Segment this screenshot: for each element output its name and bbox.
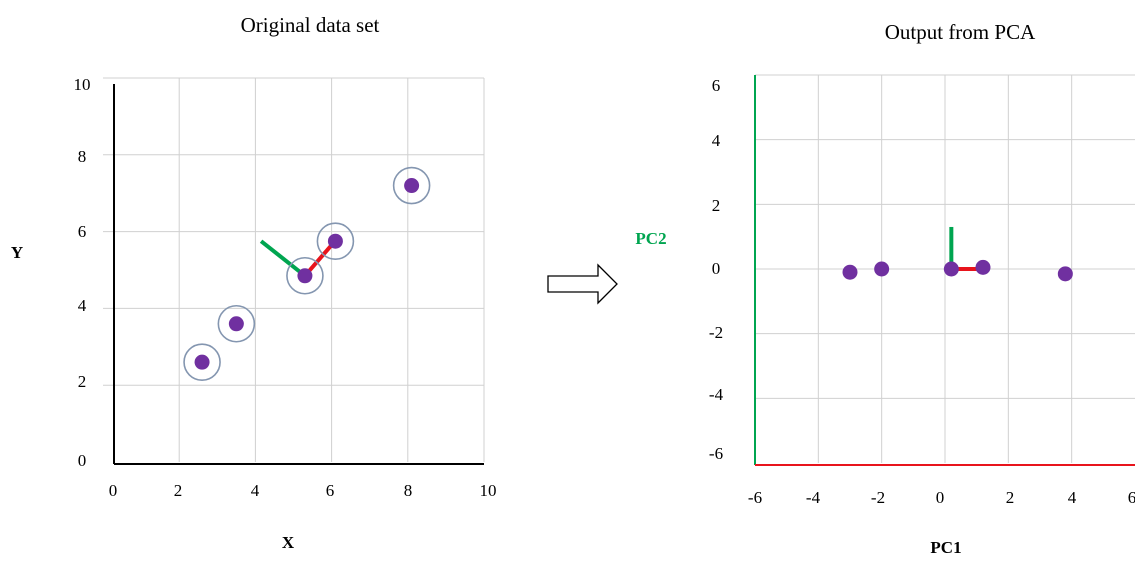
- right-y-tick-label: -4: [709, 385, 724, 404]
- left-x-tick-label: 6: [326, 481, 335, 500]
- left-x-tick-label: 2: [174, 481, 183, 500]
- left-grid: [103, 77, 485, 465]
- right-x-tick-label: 4: [1068, 488, 1077, 507]
- right-data-point: [874, 261, 890, 277]
- left-chart: Original data set 0 2 4 6 8 10 0 2 4 6 8 10 X Y: [11, 13, 497, 552]
- right-y-tick-label: 6: [712, 76, 721, 95]
- left-x-tick-label: 8: [404, 481, 413, 500]
- left-x-tick-label: 4: [251, 481, 260, 500]
- left-y-tick-label: 8: [78, 147, 87, 166]
- left-y-tick-label: 0: [78, 451, 87, 470]
- right-data-point: [842, 264, 858, 280]
- left-y-tick-label: 10: [74, 75, 91, 94]
- left-data-point: [194, 354, 210, 370]
- right-ticks: -6 -4 -2 0 2 4 6 -6 -4 -2 0 2 4 6: [709, 76, 1135, 507]
- right-x-tick-label: -4: [806, 488, 821, 507]
- right-y-tick-label: -6: [709, 444, 723, 463]
- left-data-point: [228, 316, 244, 332]
- right-chart-title: Output from PCA: [885, 20, 1036, 44]
- right-chart: Output from PCA -6 -4 -2 0 2 4 6 -6 -4 -2 0 2 4 6 PC1…: [635, 20, 1135, 557]
- left-y-axis-label: Y: [11, 243, 23, 262]
- right-x-tick-label: 0: [936, 488, 945, 507]
- left-x-tick-label: 0: [109, 481, 118, 500]
- left-marks: [183, 166, 431, 381]
- right-y-tick-label: -2: [709, 323, 723, 342]
- left-ticks: 0 2 4 6 8 10 0 2 4 6 8 10: [74, 75, 497, 500]
- right-data-point: [943, 261, 959, 277]
- right-marks: [842, 226, 1073, 282]
- right-y-tick-label: 4: [712, 131, 721, 150]
- right-x-tick-label: 2: [1006, 488, 1015, 507]
- right-y-tick-label: 0: [712, 259, 721, 278]
- left-y-tick-label: 6: [78, 222, 87, 241]
- left-point-ring: [286, 256, 324, 295]
- left-component-vector: [259, 239, 307, 278]
- left-data-point: [404, 178, 420, 194]
- right-y-axis-label: PC2: [635, 229, 666, 248]
- left-data-point: [327, 233, 343, 249]
- right-grid: [754, 74, 1135, 466]
- left-point-ring: [316, 222, 355, 260]
- left-x-tick-label: 10: [480, 481, 497, 500]
- right-data-point: [1057, 266, 1073, 282]
- left-y-tick-label: 2: [78, 372, 87, 391]
- transform-arrow-icon: [547, 263, 618, 305]
- right-x-tick-label: -6: [748, 488, 762, 507]
- left-point-ring: [183, 343, 221, 381]
- left-data-point: [297, 268, 313, 284]
- right-y-tick-label: 2: [712, 196, 721, 215]
- right-x-axis-label: PC1: [930, 538, 961, 557]
- right-x-tick-label: -2: [871, 488, 885, 507]
- left-point-ring: [217, 304, 256, 343]
- left-x-axis-label: X: [282, 533, 295, 552]
- left-point-ring: [392, 166, 431, 205]
- left-y-tick-label: 4: [78, 296, 87, 315]
- right-data-point: [975, 259, 991, 275]
- right-x-tick-label: 6: [1128, 488, 1135, 507]
- left-chart-title: Original data set: [241, 13, 380, 37]
